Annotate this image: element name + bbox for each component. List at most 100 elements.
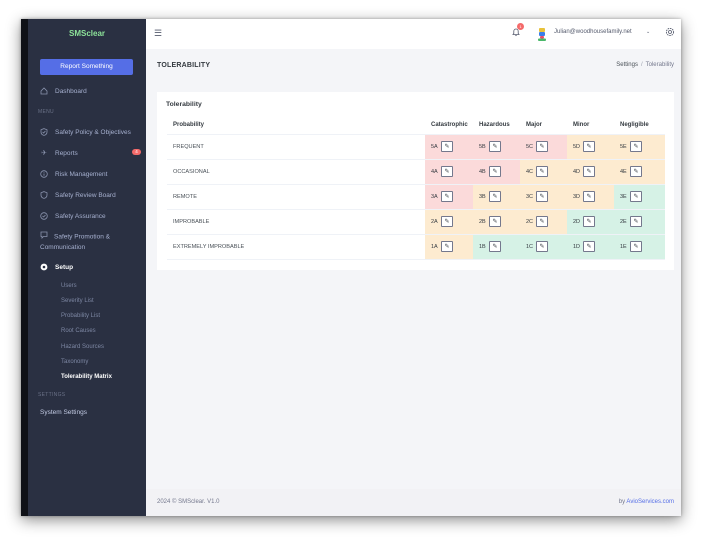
notification-badge: 1	[517, 23, 524, 30]
matrix-cell: 1C ✎	[520, 234, 567, 260]
breadcrumb-current: Tolerability	[645, 62, 674, 68]
settings-section-title: SETTINGS	[38, 392, 66, 398]
edit-pencil-icon[interactable]: ✎	[536, 166, 548, 177]
sidebar-item-risk-management[interactable]: Risk Management	[40, 170, 107, 178]
breadcrumb-separator: /	[640, 62, 643, 68]
risk-code: 4D	[573, 168, 581, 175]
matrix-cell-content: 5C ✎	[526, 141, 548, 152]
bell-icon[interactable]	[511, 27, 521, 37]
app-window: SMSclear Report Something Dashboard MENU…	[21, 19, 681, 516]
sidebar-subitem-root-causes[interactable]: Root Causes	[61, 328, 96, 334]
probability-label: FREQUENT	[167, 134, 425, 160]
matrix-cell-content: 3C ✎	[526, 191, 548, 202]
edit-pencil-icon[interactable]: ✎	[536, 191, 548, 202]
sidebar-item-dashboard[interactable]: Dashboard	[40, 87, 87, 95]
edit-pencil-icon[interactable]: ✎	[630, 216, 642, 227]
table-row: IMPROBABLE 2A ✎ 2B ✎ 2C ✎ 2D ✎ 2E ✎	[167, 209, 665, 235]
edit-pencil-icon[interactable]: ✎	[536, 241, 548, 252]
edit-pencil-icon[interactable]: ✎	[630, 141, 642, 152]
edit-pencil-icon[interactable]: ✎	[489, 241, 501, 252]
sidebar-subitem-taxonomy[interactable]: Taxonomy	[61, 359, 89, 365]
breadcrumb-settings-link[interactable]: Settings	[616, 62, 638, 68]
risk-code: 4B	[479, 168, 486, 175]
menu-section-title: MENU	[38, 109, 54, 115]
risk-code: 1C	[526, 243, 534, 250]
credit-link[interactable]: AvioServices.com	[626, 499, 674, 505]
report-something-button[interactable]: Report Something	[40, 59, 133, 75]
edit-pencil-icon[interactable]: ✎	[583, 191, 595, 202]
gear-icon[interactable]	[665, 27, 675, 37]
sidebar-item-safety-policy[interactable]: Safety Policy & Objectives	[40, 128, 131, 136]
card-title: Tolerability	[166, 101, 202, 108]
sidebar-subitem-severity-list[interactable]: Severity List	[61, 298, 94, 304]
gear-icon	[40, 263, 48, 271]
sidebar-item-safety-promotion[interactable]: Safety Promotion & Communication	[40, 231, 150, 253]
sidebar-item-system-settings[interactable]: System Settings	[40, 409, 87, 416]
sidebar-item-label: Risk Management	[55, 170, 108, 178]
risk-code: 5B	[479, 143, 486, 150]
matrix-cell: 5C ✎	[520, 134, 567, 160]
probability-label: REMOTE	[167, 184, 425, 210]
edit-pencil-icon[interactable]: ✎	[441, 141, 453, 152]
sidebar-subitem-probability-list[interactable]: Probability List	[61, 313, 101, 319]
edit-pencil-icon[interactable]: ✎	[536, 141, 548, 152]
edit-pencil-icon[interactable]: ✎	[583, 216, 595, 227]
shield-check-icon	[40, 128, 48, 136]
edit-pencil-icon[interactable]: ✎	[630, 191, 642, 202]
matrix-cell: 1D ✎	[567, 234, 614, 260]
matrix-cell: 5B ✎	[473, 134, 520, 160]
sidebar: SMSclear Report Something Dashboard MENU…	[21, 19, 146, 516]
column-header: Hazardous	[473, 116, 520, 135]
matrix-cell: 1A ✎	[425, 234, 473, 260]
edit-pencil-icon[interactable]: ✎	[441, 241, 453, 252]
avatar[interactable]	[536, 27, 548, 41]
matrix-cell: 3D ✎	[567, 184, 614, 210]
matrix-cell: 5E ✎	[614, 134, 665, 160]
matrix-cell: 2E ✎	[614, 209, 665, 235]
matrix-cell-content: 2D ✎	[573, 216, 595, 227]
sidebar-subitem-hazard-sources[interactable]: Hazard Sources	[61, 344, 105, 350]
edit-pencil-icon[interactable]: ✎	[489, 191, 501, 202]
credit-prefix: by	[618, 499, 627, 505]
edit-pencil-icon[interactable]: ✎	[583, 141, 595, 152]
matrix-cell-content: 5B ✎	[479, 141, 501, 152]
edit-pencil-icon[interactable]: ✎	[489, 166, 501, 177]
column-header: Catastrophic	[425, 116, 473, 135]
table-row: EXTREMELY IMPROBABLE 1A ✎ 1B ✎ 1C ✎ 1D ✎ 1E ✎	[167, 234, 665, 260]
matrix-cell: 2D ✎	[567, 209, 614, 235]
matrix-cell-content: 1C ✎	[526, 241, 548, 252]
sidebar-item-reports[interactable]: ✈ Reports	[40, 149, 78, 158]
edit-pencil-icon[interactable]: ✎	[441, 191, 453, 202]
chevron-down-icon[interactable]: ⌄	[646, 29, 651, 35]
edit-pencil-icon[interactable]: ✎	[583, 241, 595, 252]
matrix-cell-content: 1A ✎	[431, 241, 453, 252]
edit-pencil-icon[interactable]: ✎	[583, 166, 595, 177]
edit-pencil-icon[interactable]: ✎	[489, 141, 501, 152]
risk-code: 5D	[573, 143, 581, 150]
edit-pencil-icon[interactable]: ✎	[441, 166, 453, 177]
sidebar-item-safety-assurance[interactable]: Safety Assurance	[40, 212, 106, 220]
edit-pencil-icon[interactable]: ✎	[630, 166, 642, 177]
user-email[interactable]: Julian@woodhousefamily.net	[554, 29, 632, 35]
tolerability-matrix-table: Probability Catastrophic Hazardous Major…	[167, 116, 665, 260]
sidebar-item-setup[interactable]: Setup	[40, 263, 73, 271]
edit-pencil-icon[interactable]: ✎	[441, 216, 453, 227]
risk-code: 1E	[620, 243, 627, 250]
risk-code: 5A	[431, 143, 438, 150]
edit-pencil-icon[interactable]: ✎	[536, 216, 548, 227]
menu-toggle-icon[interactable]: ☰	[154, 28, 163, 38]
plane-icon: ✈	[41, 150, 47, 157]
risk-code: 2C	[526, 218, 534, 225]
matrix-cell: 4D ✎	[567, 159, 614, 185]
matrix-cell-content: 3B ✎	[479, 191, 501, 202]
sidebar-item-safety-review-board[interactable]: Safety Review Board	[40, 191, 116, 199]
sidebar-subitem-users[interactable]: Users	[61, 283, 77, 289]
edit-pencil-icon[interactable]: ✎	[489, 216, 501, 227]
edit-pencil-icon[interactable]: ✎	[630, 241, 642, 252]
sidebar-subitem-tolerability-matrix[interactable]: Tolerability Matrix	[61, 374, 112, 380]
table-row: REMOTE 3A ✎ 3B ✎ 3C ✎ 3D ✎ 3E ✎	[167, 184, 665, 210]
risk-code: 5C	[526, 143, 534, 150]
brand-logo[interactable]: SMSclear	[68, 29, 106, 38]
matrix-cell-content: 3A ✎	[431, 191, 453, 202]
matrix-cell: 3C ✎	[520, 184, 567, 210]
